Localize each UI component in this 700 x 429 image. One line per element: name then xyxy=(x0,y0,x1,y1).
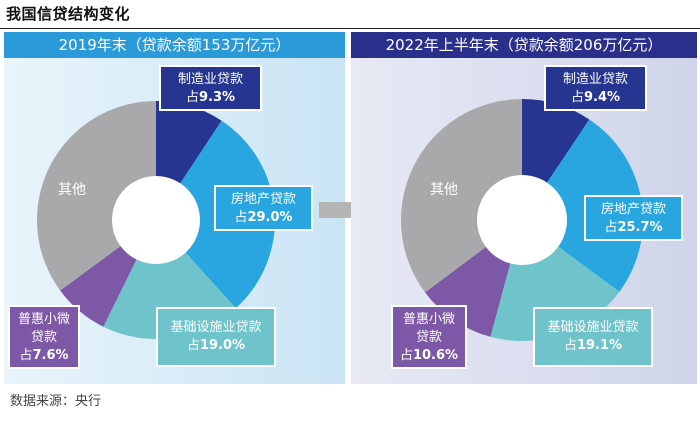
panel-header-2022h1: 2022年上半年末（贷款余额206万亿元） xyxy=(351,32,697,58)
title-divider xyxy=(0,28,700,29)
label-manufacturing-value: 9.3% xyxy=(198,90,236,105)
label-real-estate-prefix: 占 xyxy=(604,220,618,235)
label-infrastructure-value: 19.1% xyxy=(576,338,623,353)
label-real-estate-2022h1: 房地产贷款 占25.7% xyxy=(584,195,683,241)
panel-2022h1: 2022年上半年末（贷款余额206万亿元） 制造业贷款 占9.4% 房地产贷款 … xyxy=(351,32,697,384)
label-sme-prefix: 占 xyxy=(399,348,413,363)
label-real-estate-value: 29.0% xyxy=(247,210,293,225)
label-manufacturing-2019: 制造业贷款 占9.3% xyxy=(159,65,262,111)
source-note: 数据来源：央行 xyxy=(10,394,102,409)
label-other-2019: 其他 xyxy=(58,182,86,198)
label-sme-name2: 贷款 xyxy=(415,330,442,345)
donut-hole xyxy=(477,175,567,265)
label-infrastructure-2022h1: 基础设施业贷款 占19.1% xyxy=(533,307,653,367)
label-infrastructure-value: 19.0% xyxy=(199,338,246,353)
panel-2019: 2019年末（贷款余额153万亿元） 制造业贷款 占9.3% 房地产贷款 占29… xyxy=(4,32,345,384)
label-sme-2022h1: 普惠小微 贷款 占10.6% xyxy=(391,305,467,369)
panel-header-2019: 2019年末（贷款余额153万亿元） xyxy=(4,32,345,58)
label-sme-value: 10.6% xyxy=(412,348,459,363)
slice-other xyxy=(401,99,522,293)
label-real-estate-prefix: 占 xyxy=(234,210,248,225)
label-infrastructure-name: 基础设施业贷款 xyxy=(170,320,262,335)
label-manufacturing-name: 制造业贷款 xyxy=(562,72,628,87)
label-real-estate-name: 房地产贷款 xyxy=(600,202,666,217)
label-sme-2019: 普惠小微 贷款 占7.6% xyxy=(8,305,80,369)
label-real-estate-2019: 房地产贷款 占29.0% xyxy=(214,185,313,231)
label-manufacturing-prefix: 占 xyxy=(185,90,199,105)
label-sme-prefix: 占 xyxy=(19,348,33,363)
label-infrastructure-2019: 基础设施业贷款 占19.0% xyxy=(156,307,276,367)
label-manufacturing-2022h1: 制造业贷款 占9.4% xyxy=(544,65,647,111)
slice-real-estate xyxy=(522,119,643,292)
donut-hole xyxy=(112,176,200,264)
label-manufacturing-value: 9.4% xyxy=(583,90,621,105)
label-sme-name1: 普惠小微 xyxy=(17,312,70,327)
label-sme-name2: 贷款 xyxy=(30,330,57,345)
slice-other xyxy=(37,101,156,291)
label-sme-value: 7.6% xyxy=(32,348,69,363)
label-manufacturing-prefix: 占 xyxy=(570,90,584,105)
page-title: 我国信贷结构变化 xyxy=(6,5,131,23)
label-infrastructure-prefix: 占 xyxy=(186,338,200,353)
label-sme-name1: 普惠小微 xyxy=(402,312,455,327)
label-real-estate-value: 25.7% xyxy=(617,220,663,235)
label-other-2022h1: 其他 xyxy=(430,182,458,198)
label-real-estate-name: 房地产贷款 xyxy=(230,192,296,207)
label-infrastructure-prefix: 占 xyxy=(563,338,577,353)
label-manufacturing-name: 制造业贷款 xyxy=(177,72,243,87)
label-infrastructure-name: 基础设施业贷款 xyxy=(547,320,639,335)
